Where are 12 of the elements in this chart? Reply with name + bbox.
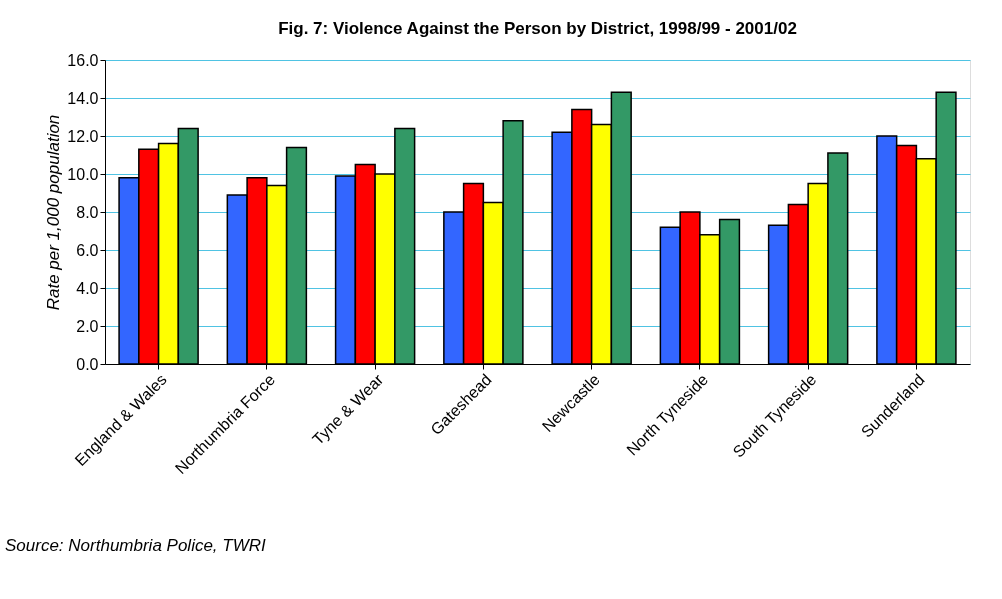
y-tick-label: 12.0: [67, 127, 99, 145]
y-tick-label: 10.0: [67, 165, 99, 183]
source-note: Source: Northumbria Police, TWRI: [5, 536, 267, 555]
y-tick-label: 6.0: [76, 241, 99, 259]
chart-title: Fig. 7: Violence Against the Person by District, 1998/99 - 2001/02: [278, 19, 797, 38]
y-axis-title: Rate per 1,000 population: [44, 114, 64, 311]
y-tick-label: 2.0: [76, 317, 99, 335]
y-tick-label: 14.0: [67, 89, 99, 107]
y-tick-label: 8.0: [76, 203, 99, 221]
y-tick-label: 16.0: [67, 51, 99, 69]
y-tick-label: 4.0: [76, 279, 99, 297]
y-tick-label: 0.0: [76, 355, 99, 373]
